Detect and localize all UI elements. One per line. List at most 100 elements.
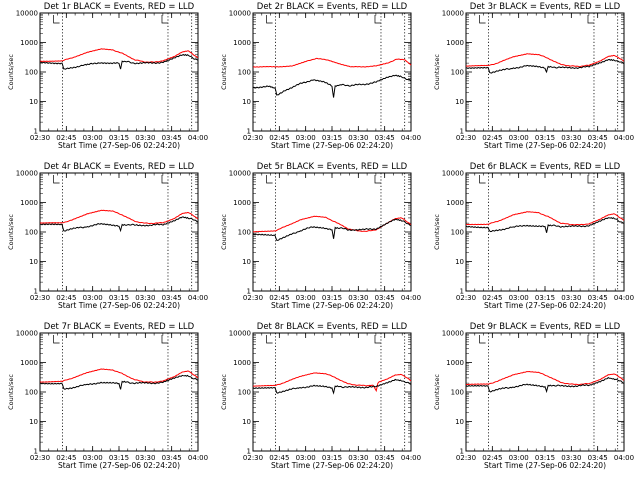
x-tick-label: 03:00 <box>509 454 529 462</box>
series-lld-red <box>465 53 625 68</box>
y-tick-label: 10000 <box>16 10 38 18</box>
panel-det-7: Det 7r BLACK = Events, RED = LLD 02:30 02:… <box>7 322 208 470</box>
panel-title: Det 9r BLACK = Events, RED = LLD <box>470 322 621 332</box>
y-tick-label: 1000 <box>446 199 464 207</box>
interval-bracket <box>587 15 594 24</box>
x-tick-label: 02:45 <box>482 454 502 462</box>
y-axis-label: Counts/sec <box>433 214 441 250</box>
y-tick-label: 1000 <box>233 39 251 47</box>
interval-bracket <box>53 175 60 184</box>
y-tick-label: 1000 <box>20 359 38 367</box>
x-axis-label: Start Time (27-Sep-06 02:24:20) <box>271 301 393 310</box>
x-tick-label: 02:45 <box>269 134 289 142</box>
y-tick-label: 1 <box>34 448 38 456</box>
x-tick-label: 02:30 <box>456 294 476 302</box>
interval-bracket <box>53 335 60 344</box>
panel-det-2: Det 2r BLACK = Events, RED = LLD 02:30 02:… <box>220 2 421 150</box>
x-tick-label: 04:00 <box>614 134 634 142</box>
y-tick-label: 1000 <box>233 359 251 367</box>
y-tick-label: 10000 <box>16 330 38 338</box>
x-tick-label: 02:45 <box>56 294 76 302</box>
y-tick-label: 1 <box>247 288 251 296</box>
x-tick-label: 03:45 <box>162 134 182 142</box>
series-events-black <box>39 53 199 70</box>
interval-bracket <box>587 335 594 344</box>
y-axis-label: Counts/sec <box>7 214 15 250</box>
x-tick-label: 03:15 <box>322 134 342 142</box>
series-lld-red <box>252 57 412 68</box>
y-tick-label: 100 <box>25 69 38 77</box>
y-tick-label: 1000 <box>20 39 38 47</box>
x-axis-label: Start Time (27-Sep-06 02:24:20) <box>58 141 180 150</box>
panel-det-3: Det 3r BLACK = Events, RED = LLD 02:30 02:… <box>433 2 634 150</box>
x-tick-label: 02:30 <box>243 454 263 462</box>
x-tick-label: 03:00 <box>83 454 103 462</box>
interval-bracket <box>479 15 486 24</box>
series-events-black <box>252 378 412 395</box>
x-tick-label: 04:00 <box>614 294 634 302</box>
x-tick-label: 02:45 <box>56 134 76 142</box>
x-tick-label: 03:00 <box>509 294 529 302</box>
x-axis-label: Start Time (27-Sep-06 02:24:20) <box>484 461 606 470</box>
panel-det-4: Det 4r BLACK = Events, RED = LLD 02:30 02:… <box>7 162 208 310</box>
x-tick-label: 02:45 <box>269 454 289 462</box>
y-tick-label: 10000 <box>442 170 464 178</box>
x-tick-label: 03:15 <box>109 294 129 302</box>
y-tick-label: 1000 <box>233 199 251 207</box>
y-tick-label: 10000 <box>442 10 464 18</box>
x-tick-label: 03:45 <box>162 294 182 302</box>
panel-title: Det 2r BLACK = Events, RED = LLD <box>257 2 408 12</box>
y-tick-label: 1 <box>460 128 464 136</box>
x-tick-label: 02:30 <box>456 134 476 142</box>
x-tick-label: 03:15 <box>109 454 129 462</box>
y-tick-label: 10 <box>242 258 251 266</box>
x-tick-label: 03:30 <box>135 294 155 302</box>
panel-det-5: Det 5r BLACK = Events, RED = LLD 02:30 02:… <box>220 162 421 310</box>
y-tick-label: 1 <box>247 448 251 456</box>
y-tick-label: 10 <box>455 258 464 266</box>
interval-bracket <box>374 15 381 24</box>
y-axis-label: Counts/sec <box>220 374 228 410</box>
series-lld-red <box>39 48 199 63</box>
series-lld-red <box>252 372 412 393</box>
panel-title: Det 7r BLACK = Events, RED = LLD <box>44 322 195 332</box>
y-tick-label: 1000 <box>446 359 464 367</box>
interval-bracket <box>479 175 486 184</box>
series-lld-red <box>39 368 199 383</box>
y-tick-label: 1000 <box>20 199 38 207</box>
x-tick-label: 03:30 <box>348 454 368 462</box>
interval-bracket <box>266 175 273 184</box>
x-tick-label: 04:00 <box>614 454 634 462</box>
y-tick-label: 100 <box>238 389 251 397</box>
x-axis-label: Start Time (27-Sep-06 02:24:20) <box>58 301 180 310</box>
x-tick-label: 03:00 <box>509 134 529 142</box>
y-tick-label: 100 <box>451 229 464 237</box>
y-tick-label: 10 <box>242 418 251 426</box>
y-tick-label: 1 <box>460 288 464 296</box>
series-lld-red <box>465 371 625 386</box>
x-tick-label: 03:45 <box>588 454 608 462</box>
x-axis-label: Start Time (27-Sep-06 02:24:20) <box>58 461 180 470</box>
x-axis-label: Start Time (27-Sep-06 02:24:20) <box>271 141 393 150</box>
interval-bracket <box>161 175 168 184</box>
panel-det-8: Det 8r BLACK = Events, RED = LLD 02:30 02:… <box>220 322 421 470</box>
x-axis-label: Start Time (27-Sep-06 02:24:20) <box>271 461 393 470</box>
x-tick-label: 02:30 <box>30 134 50 142</box>
series-events-black <box>252 74 412 98</box>
x-tick-label: 02:30 <box>243 134 263 142</box>
x-tick-label: 04:00 <box>188 454 208 462</box>
interval-bracket <box>374 175 381 184</box>
x-tick-label: 02:30 <box>30 454 50 462</box>
y-tick-label: 10000 <box>229 170 251 178</box>
series-lld-red <box>39 209 199 225</box>
x-tick-label: 03:00 <box>83 294 103 302</box>
x-tick-label: 03:00 <box>296 134 316 142</box>
x-tick-label: 02:30 <box>30 294 50 302</box>
plot-frame <box>39 332 199 452</box>
x-tick-label: 02:45 <box>56 454 76 462</box>
y-tick-label: 100 <box>238 229 251 237</box>
series-lld-red <box>465 211 625 226</box>
series-events-black <box>465 58 625 74</box>
x-tick-label: 04:00 <box>401 134 421 142</box>
